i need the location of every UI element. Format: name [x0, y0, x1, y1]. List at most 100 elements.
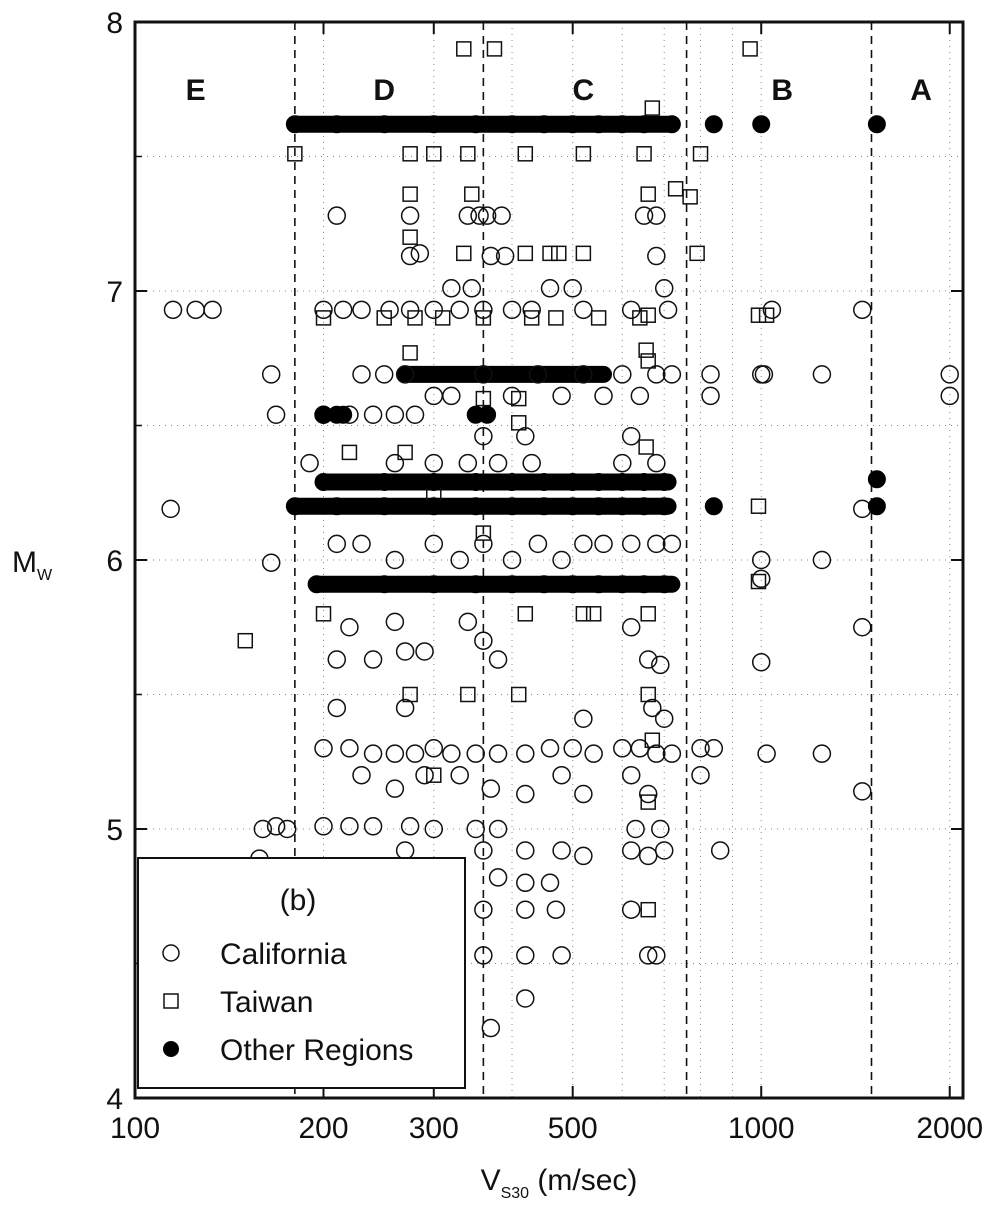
point-california	[340, 618, 359, 637]
point-taiwan	[742, 41, 758, 57]
point-taiwan	[750, 573, 767, 590]
legend-marker-taiwan	[163, 993, 179, 1009]
point-california	[654, 709, 674, 728]
point-california	[352, 300, 371, 320]
point-taiwan	[434, 310, 451, 326]
point-california	[662, 534, 682, 554]
legend-entries: California Taiwan Other Regions	[162, 938, 413, 1067]
point-california	[613, 365, 632, 384]
point-taiwan	[510, 390, 527, 407]
point-other-regions	[867, 497, 886, 516]
legend-label: Other Regions	[220, 1034, 413, 1067]
point-california	[314, 817, 333, 836]
point-other-regions	[662, 115, 681, 134]
point-california	[474, 427, 493, 446]
point-taiwan	[689, 245, 705, 262]
point-taiwan	[426, 146, 442, 162]
point-california	[621, 765, 641, 785]
point-other-regions	[503, 497, 522, 516]
legend-marker-california	[162, 944, 180, 962]
point-california	[488, 453, 508, 473]
point-taiwan	[464, 186, 480, 202]
point-taiwan	[523, 310, 540, 326]
point-taiwan	[750, 498, 767, 514]
point-california	[563, 739, 582, 758]
point-taiwan	[341, 444, 358, 461]
point-california	[812, 550, 832, 570]
point-california	[710, 841, 730, 860]
point-california	[630, 739, 650, 758]
point-california	[474, 900, 493, 919]
point-california	[340, 817, 359, 836]
point-california	[647, 206, 666, 225]
point-other-regions	[478, 405, 497, 424]
point-other-regions	[613, 472, 632, 491]
point-california	[474, 365, 493, 384]
point-california	[410, 244, 430, 263]
point-california	[621, 534, 641, 554]
point-california	[385, 405, 405, 424]
point-taiwan	[315, 606, 332, 622]
legend: (b) California Taiwan Other Regions	[137, 857, 466, 1089]
point-other-regions	[535, 115, 554, 134]
point-california	[647, 246, 666, 266]
x-axis-title-sub: S30	[501, 1185, 530, 1202]
point-california	[395, 642, 415, 661]
point-california	[516, 873, 535, 893]
point-california	[940, 386, 959, 406]
point-taiwan	[575, 606, 592, 622]
point-california	[466, 819, 485, 839]
point-taiwan	[456, 245, 472, 262]
point-california	[502, 550, 522, 570]
y-tick-label: 6	[106, 545, 123, 578]
point-california	[163, 300, 183, 320]
point-other-regions	[613, 497, 632, 516]
point-taiwan	[640, 686, 656, 703]
point-taiwan	[640, 353, 656, 369]
point-california	[516, 989, 535, 1008]
point-california	[853, 618, 872, 637]
point-other-regions	[635, 497, 654, 516]
point-other-regions	[704, 115, 723, 134]
y-tick-label: 8	[106, 7, 123, 40]
point-other-regions	[503, 472, 522, 491]
legend-box	[137, 857, 466, 1089]
point-california	[340, 739, 359, 758]
point-taiwan	[517, 146, 534, 162]
x-tick-label: 200	[298, 1112, 348, 1145]
point-other-regions	[503, 115, 522, 134]
point-other-regions	[655, 497, 674, 516]
point-other-regions	[466, 472, 485, 491]
point-other-regions	[635, 575, 654, 594]
point-california	[474, 300, 493, 320]
point-taiwan	[456, 41, 472, 57]
point-california	[574, 300, 593, 320]
point-california	[563, 279, 582, 298]
data-points	[161, 41, 959, 1038]
legend-marker-other-regions	[163, 1041, 179, 1057]
point-california	[701, 386, 720, 406]
point-california	[574, 846, 593, 866]
point-california	[466, 744, 485, 763]
point-california	[495, 246, 515, 266]
point-california	[450, 300, 469, 320]
axis-ticks: 100 200 300 500 1000 2000 4 5 6 7 8	[106, 7, 983, 1145]
point-california	[812, 744, 832, 763]
point-taiwan	[667, 181, 684, 197]
point-california	[385, 779, 405, 798]
point-california	[574, 534, 593, 554]
point-taiwan	[542, 245, 558, 262]
point-taiwan	[644, 100, 661, 116]
point-california	[574, 784, 593, 804]
point-other-regions	[314, 472, 333, 491]
y-axis-title-main: M	[12, 546, 37, 579]
y-axis-title: MW	[12, 546, 53, 584]
point-california	[613, 453, 632, 473]
point-other-regions	[285, 115, 304, 134]
y-tick-label: 7	[106, 276, 123, 309]
point-california	[488, 868, 508, 887]
point-california	[327, 650, 347, 669]
point-taiwan	[402, 229, 418, 245]
point-california	[385, 744, 405, 763]
point-california	[488, 650, 508, 669]
